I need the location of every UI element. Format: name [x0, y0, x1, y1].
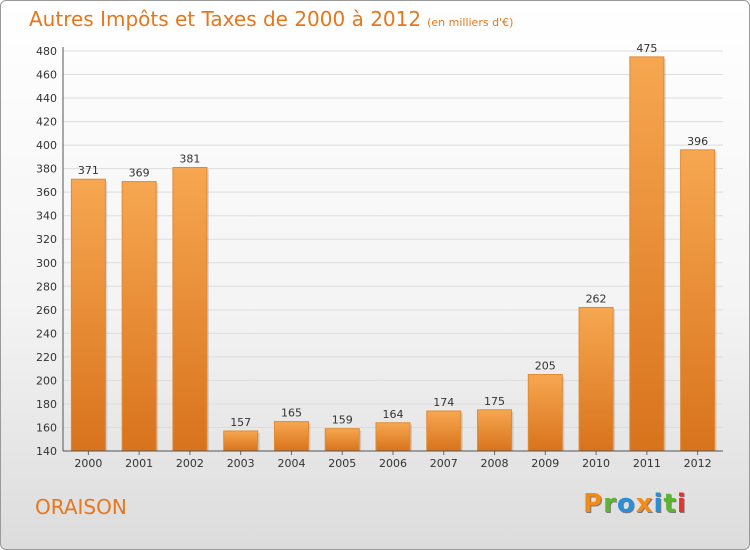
x-tick-label: 2005 [328, 457, 356, 470]
x-tick-label: 2009 [531, 457, 559, 470]
logo-letter: x [635, 489, 654, 519]
x-tick-label: 2004 [277, 457, 305, 470]
chart-title: Autres Impôts et Taxes de 2000 à 2012 (en… [29, 7, 513, 31]
y-tick-label: 240 [36, 327, 57, 340]
logo-letter: i [676, 489, 687, 519]
commune-name: ORAISON [35, 495, 127, 519]
y-tick-label: 340 [36, 210, 57, 223]
bar-value-label: 369 [129, 167, 150, 180]
x-tick-label: 2012 [684, 457, 712, 470]
y-tick-label: 320 [36, 233, 57, 246]
y-tick-label: 420 [36, 116, 57, 129]
bar [680, 149, 716, 452]
y-tick-label: 140 [36, 445, 57, 458]
x-tick-label: 2006 [379, 457, 407, 470]
x-tick-label: 2010 [582, 457, 610, 470]
y-tick-label: 200 [36, 374, 57, 387]
bar-value-label: 174 [433, 396, 454, 409]
bar [629, 56, 665, 452]
bar-value-label: 157 [230, 416, 251, 429]
axes: 140 160 180 200 220 240 260 280 300 320 340 360 380 4… [36, 45, 723, 470]
y-tick-label: 220 [36, 351, 57, 364]
x-tick-label: 2007 [430, 457, 458, 470]
bar-value-label: 159 [332, 414, 353, 427]
y-tick-label: 260 [36, 304, 57, 317]
bar-value-label: 165 [281, 407, 302, 420]
bar-value-label: 381 [179, 152, 200, 165]
bar [70, 178, 106, 452]
y-tick-label: 160 [36, 421, 57, 434]
y-tick-label: 300 [36, 257, 57, 270]
bar-value-label: 164 [383, 408, 404, 421]
bars: 371 369 381 157 165 159 164 174 175 205 262 475 396 [70, 42, 717, 452]
y-tick-label: 460 [36, 69, 57, 82]
bar [477, 409, 513, 452]
chart-title-text: Autres Impôts et Taxes de 2000 à 2012 [29, 7, 422, 31]
chart-subtitle: (en milliers d'€) [427, 16, 514, 29]
bar [172, 166, 208, 452]
bar [527, 374, 563, 452]
bar [223, 430, 259, 452]
logo-letter: r [603, 489, 617, 519]
bar-value-label: 262 [586, 292, 607, 305]
grid-lines [63, 50, 723, 452]
y-tick-label: 360 [36, 186, 57, 199]
x-tick-label: 2011 [633, 457, 661, 470]
bar [121, 181, 157, 452]
y-tick-label: 380 [36, 163, 57, 176]
y-tick-label: 180 [36, 398, 57, 411]
y-tick-label: 480 [36, 45, 57, 58]
bar [578, 306, 614, 452]
bar [426, 410, 462, 452]
proxiti-logo[interactable]: Proxiti [583, 489, 687, 519]
bar-value-label: 175 [484, 395, 505, 408]
logo-letter: P [583, 489, 604, 519]
bar-value-label: 475 [636, 42, 657, 55]
logo-letter: t [663, 489, 677, 519]
logo-letter: i [653, 489, 664, 519]
x-tick-label: 2001 [125, 457, 153, 470]
x-tick-label: 2000 [74, 457, 102, 470]
bar-value-label: 205 [535, 360, 556, 373]
y-tick-label: 400 [36, 139, 57, 152]
x-tick-label: 2003 [227, 457, 255, 470]
bar [273, 421, 309, 452]
bar-value-label: 396 [687, 135, 708, 148]
logo-letter: o [616, 489, 636, 519]
y-tick-label: 440 [36, 92, 57, 105]
bar-value-label: 371 [78, 164, 99, 177]
x-tick-label: 2002 [176, 457, 204, 470]
x-tick-label: 2008 [481, 457, 509, 470]
bar [324, 428, 360, 452]
bar [375, 422, 411, 452]
y-tick-label: 280 [36, 280, 57, 293]
